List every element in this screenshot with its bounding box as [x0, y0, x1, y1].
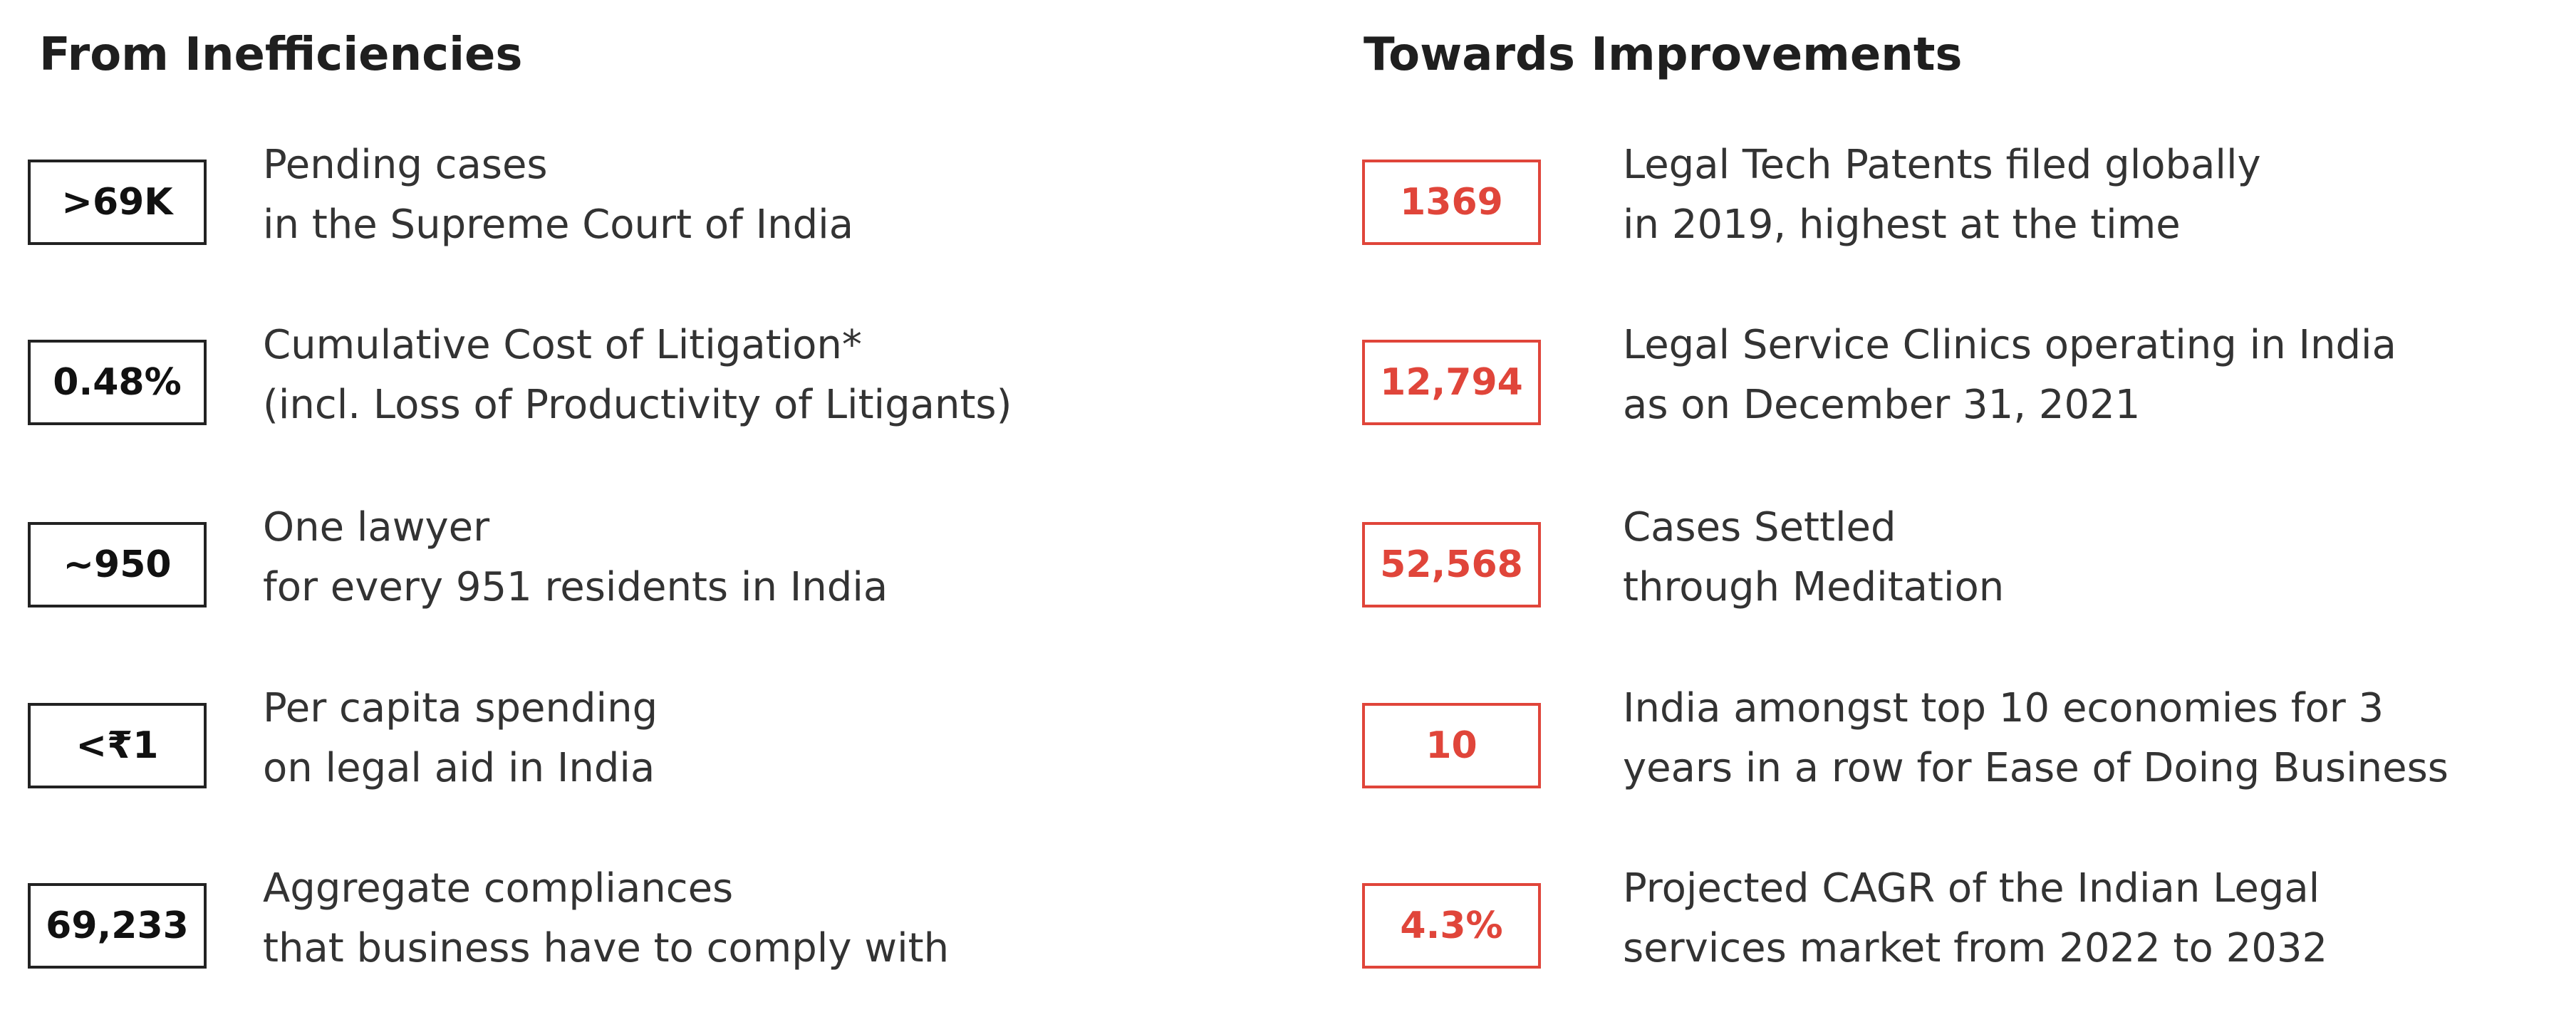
description-line: in 2019, highest at the time — [1623, 202, 2181, 248]
stat-box: 0.48% — [28, 340, 207, 425]
description-line: in the Supreme Court of India — [263, 202, 854, 248]
stat-box: ~950 — [28, 522, 207, 607]
stat-box: 10 — [1362, 703, 1541, 788]
stat-box: 52,568 — [1362, 522, 1541, 607]
stat-box: 1369 — [1362, 160, 1541, 245]
description-line: Cumulative Cost of Litigation* — [263, 322, 862, 368]
section-title: Towards Improvements — [1364, 28, 1963, 81]
description-line: One lawyer — [263, 504, 490, 551]
description-line: years in a row for Ease of Doing Busines… — [1623, 745, 2448, 791]
section-title: From Inefficiencies — [39, 28, 523, 81]
description-line: Legal Service Clinics operating in India — [1623, 322, 2396, 368]
stat-box: 69,233 — [28, 883, 207, 969]
description-line: as on December 31, 2021 — [1623, 382, 2141, 428]
description-line: that business have to comply with — [263, 925, 950, 971]
description-line: Legal Tech Patents filed globally — [1623, 142, 2261, 188]
description-line: for every 951 residents in India — [263, 564, 888, 610]
stat-box: <₹1 — [28, 703, 207, 788]
description-line: Per capita spending — [263, 685, 658, 731]
stat-box: 4.3% — [1362, 883, 1541, 969]
description-line: on legal aid in India — [263, 745, 655, 791]
stat-box: 12,794 — [1362, 340, 1541, 425]
description-line: India amongst top 10 economies for 3 — [1623, 685, 2384, 731]
description-line: Cases Settled — [1623, 504, 1896, 551]
description-line: Pending cases — [263, 142, 548, 188]
description-line: Aggregate compliances — [263, 865, 734, 912]
stat-box: >69K — [28, 160, 207, 245]
description-line: services market from 2022 to 2032 — [1623, 925, 2328, 971]
description-line: (incl. Loss of Productivity of Litigants… — [263, 382, 1012, 428]
description-line: through Meditation — [1623, 564, 2005, 610]
description-line: Projected CAGR of the Indian Legal — [1623, 865, 2320, 912]
